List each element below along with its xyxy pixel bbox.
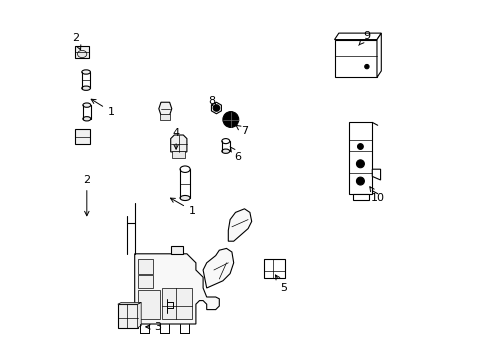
Text: 10: 10: [369, 187, 384, 203]
Polygon shape: [334, 33, 381, 40]
Polygon shape: [170, 135, 186, 152]
Bar: [159, 114, 170, 120]
Bar: [264, 259, 285, 278]
Ellipse shape: [82, 117, 91, 121]
Ellipse shape: [222, 139, 229, 144]
Text: 2: 2: [72, 33, 81, 50]
Ellipse shape: [81, 86, 90, 90]
Polygon shape: [228, 209, 251, 241]
Ellipse shape: [180, 166, 190, 172]
Polygon shape: [352, 194, 368, 200]
Circle shape: [223, 112, 238, 127]
Ellipse shape: [77, 50, 87, 58]
Bar: [170, 246, 183, 254]
Text: 5: 5: [275, 275, 287, 293]
Text: 1: 1: [91, 99, 115, 117]
Text: 4: 4: [172, 128, 179, 149]
Text: 6: 6: [230, 147, 240, 162]
Text: 2: 2: [83, 175, 90, 216]
Bar: [138, 275, 152, 288]
Polygon shape: [203, 248, 233, 288]
Text: 9: 9: [358, 31, 370, 45]
Ellipse shape: [81, 70, 90, 74]
Circle shape: [364, 64, 368, 69]
Circle shape: [213, 105, 219, 111]
Bar: [162, 288, 192, 319]
Polygon shape: [118, 302, 141, 304]
Text: 7: 7: [235, 125, 247, 136]
Bar: [138, 290, 160, 319]
Bar: [138, 259, 152, 274]
Text: 3: 3: [145, 322, 161, 332]
Bar: [75, 46, 89, 58]
Circle shape: [356, 160, 364, 168]
Polygon shape: [211, 102, 221, 114]
Text: 1: 1: [170, 198, 195, 216]
Ellipse shape: [180, 195, 190, 201]
Polygon shape: [159, 102, 171, 115]
Bar: [118, 304, 137, 328]
Polygon shape: [134, 254, 219, 324]
Circle shape: [357, 144, 363, 149]
Circle shape: [225, 114, 235, 125]
Bar: [172, 151, 185, 158]
Ellipse shape: [82, 103, 91, 107]
Circle shape: [356, 177, 364, 185]
Bar: [348, 122, 371, 194]
Polygon shape: [376, 33, 381, 77]
Bar: [334, 40, 376, 77]
Polygon shape: [137, 302, 141, 328]
Ellipse shape: [222, 149, 229, 153]
Text: 8: 8: [208, 96, 215, 109]
Bar: [75, 129, 90, 144]
Polygon shape: [371, 169, 380, 180]
